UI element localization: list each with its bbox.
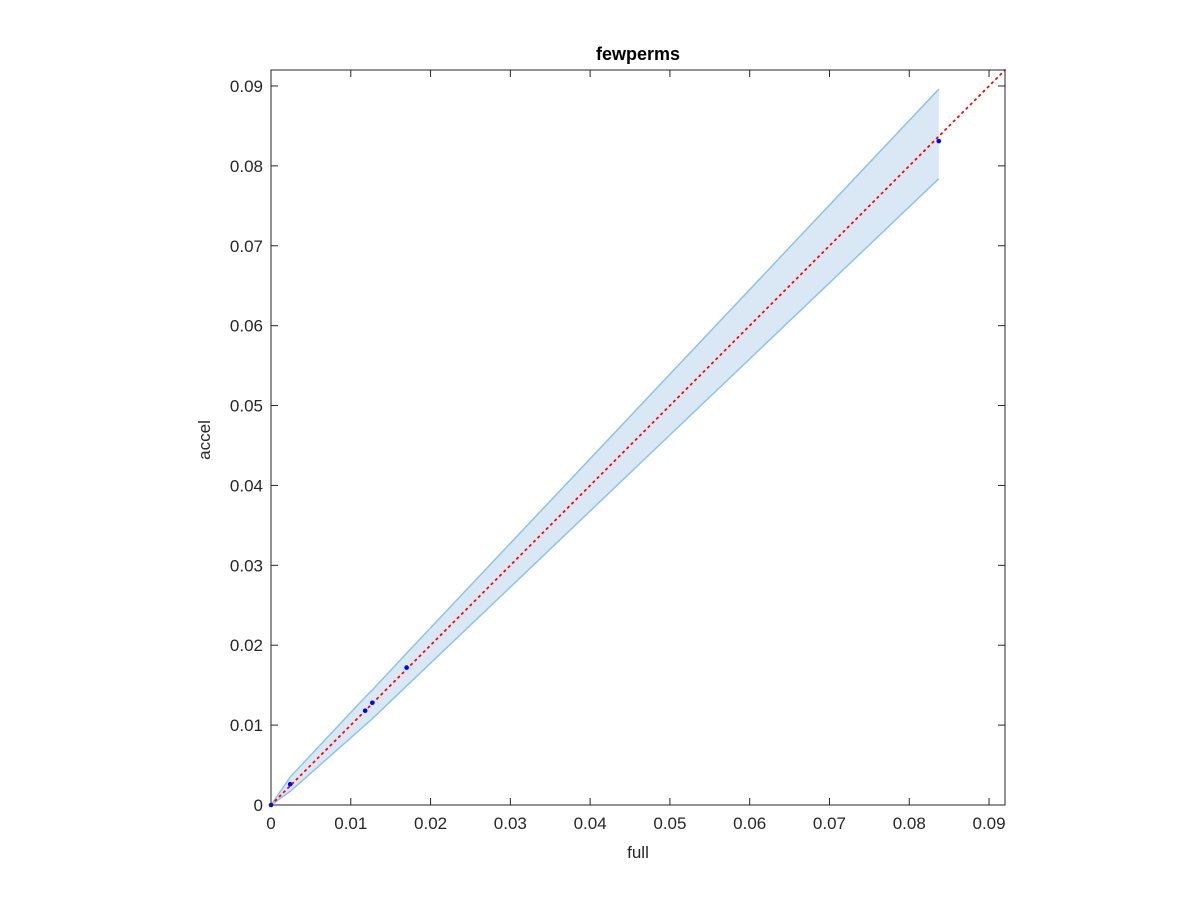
y-tick-label: 0.09: [230, 77, 263, 96]
reference-line: [270, 69, 1006, 806]
x-tick-label: 0.05: [653, 814, 686, 833]
axes-box: [270, 69, 1006, 806]
x-tick-label: 0.03: [494, 814, 527, 833]
y-tick-label: 0.02: [230, 636, 263, 655]
x-tick-label: 0.07: [813, 814, 846, 833]
y-tick-label: 0.05: [230, 397, 263, 416]
y-tick-label: 0.04: [230, 476, 263, 495]
x-tick-label: 0.04: [574, 814, 607, 833]
data-point: [370, 700, 375, 706]
y-tick-label: 0.07: [230, 237, 263, 256]
y-tick-label: 0.06: [230, 317, 263, 336]
x-tick-label: 0.01: [334, 814, 367, 833]
data-point: [362, 708, 368, 714]
data-point: [404, 665, 409, 670]
band-lower: [270, 178, 940, 806]
x-tick-label: 0.02: [414, 814, 447, 833]
chart-title: fewperms: [596, 44, 680, 64]
x-axis-label: full: [627, 843, 649, 862]
y-tick-label: 0.08: [230, 157, 263, 176]
y-tick-label: 0: [254, 796, 263, 815]
x-tick-label: 0.09: [972, 814, 1005, 833]
band-upper: [270, 88, 940, 806]
y-axis-label: accel: [195, 420, 214, 460]
band-area: [271, 89, 939, 806]
x-tick-label: 0.06: [733, 814, 766, 833]
y-tick-label: 0.01: [230, 716, 263, 735]
x-tick-label: 0.08: [893, 814, 926, 833]
x-tick-label: 0: [266, 814, 275, 833]
data-point: [287, 781, 293, 787]
y-tick-label: 0.03: [230, 556, 263, 575]
data-point: [936, 138, 942, 144]
